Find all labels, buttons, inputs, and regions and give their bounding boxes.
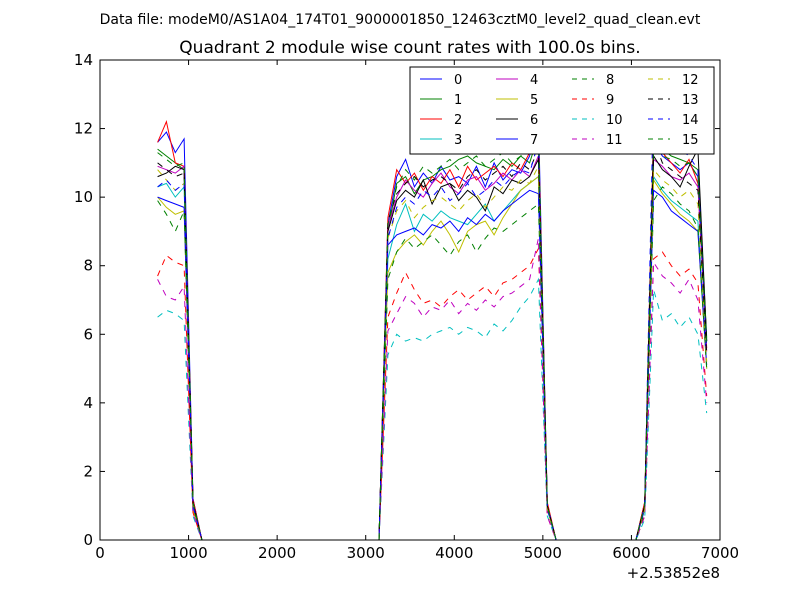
legend-box <box>409 66 715 155</box>
series-line-1 <box>157 131 708 541</box>
x-tick-label: 3000 <box>347 544 385 562</box>
series-line-13 <box>157 138 708 541</box>
series-line-10 <box>157 277 708 541</box>
legend-label-6: 6 <box>530 113 538 128</box>
y-tick-label: 8 <box>83 257 93 275</box>
y-tick-label: 4 <box>83 394 93 412</box>
x-tick-label: 5000 <box>524 544 562 562</box>
legend-label-0: 0 <box>454 73 462 88</box>
y-tick-label: 12 <box>74 120 93 138</box>
legend-label-14: 14 <box>682 113 699 128</box>
series-line-7 <box>157 189 708 541</box>
series-line-5 <box>157 175 708 541</box>
x-tick-label: 2000 <box>258 544 296 562</box>
legend-label-12: 12 <box>682 73 699 88</box>
legend-label-15: 15 <box>682 133 699 148</box>
series-line-9 <box>157 246 708 541</box>
legend-label-11: 11 <box>606 133 623 148</box>
y-tick-label: 2 <box>83 462 93 480</box>
y-tick-label: 0 <box>83 531 93 549</box>
legend-label-7: 7 <box>530 133 538 148</box>
suptitle: Data file: modeM0/AS1A04_174T01_90000018… <box>100 12 701 28</box>
legend-label-1: 1 <box>454 93 462 108</box>
series-layer <box>157 90 708 541</box>
x-tick-label: 1000 <box>169 544 207 562</box>
legend-label-13: 13 <box>682 93 699 108</box>
series-line-4 <box>157 155 708 541</box>
x-tick-label: 7000 <box>701 544 739 562</box>
series-line-11 <box>157 238 708 541</box>
series-line-12 <box>157 166 708 541</box>
series-line-0 <box>157 114 708 541</box>
legend-label-3: 3 <box>454 133 462 148</box>
legend-label-8: 8 <box>606 73 614 88</box>
y-tick-label: 14 <box>74 51 93 69</box>
y-tick-label: 10 <box>74 188 93 206</box>
x-offset-label: +2.53852e8 <box>627 564 720 582</box>
series-line-14 <box>157 90 708 541</box>
x-tick-label: 0 <box>95 544 105 562</box>
legend-label-9: 9 <box>606 93 614 108</box>
x-tick-label: 4000 <box>435 544 473 562</box>
y-tick-label: 6 <box>83 325 93 343</box>
legend-label-4: 4 <box>530 73 538 88</box>
plot-frame <box>99 59 721 541</box>
chart-title: Quadrant 2 module wise count rates with … <box>179 38 640 58</box>
legend-label-10: 10 <box>606 113 623 128</box>
legend-label-5: 5 <box>530 93 538 108</box>
series-line-2 <box>157 120 708 541</box>
x-tick-label: 6000 <box>612 544 650 562</box>
series-line-6 <box>157 147 708 541</box>
series-line-8 <box>157 186 708 541</box>
series-line-15 <box>157 128 708 541</box>
legend-label-2: 2 <box>454 113 462 128</box>
